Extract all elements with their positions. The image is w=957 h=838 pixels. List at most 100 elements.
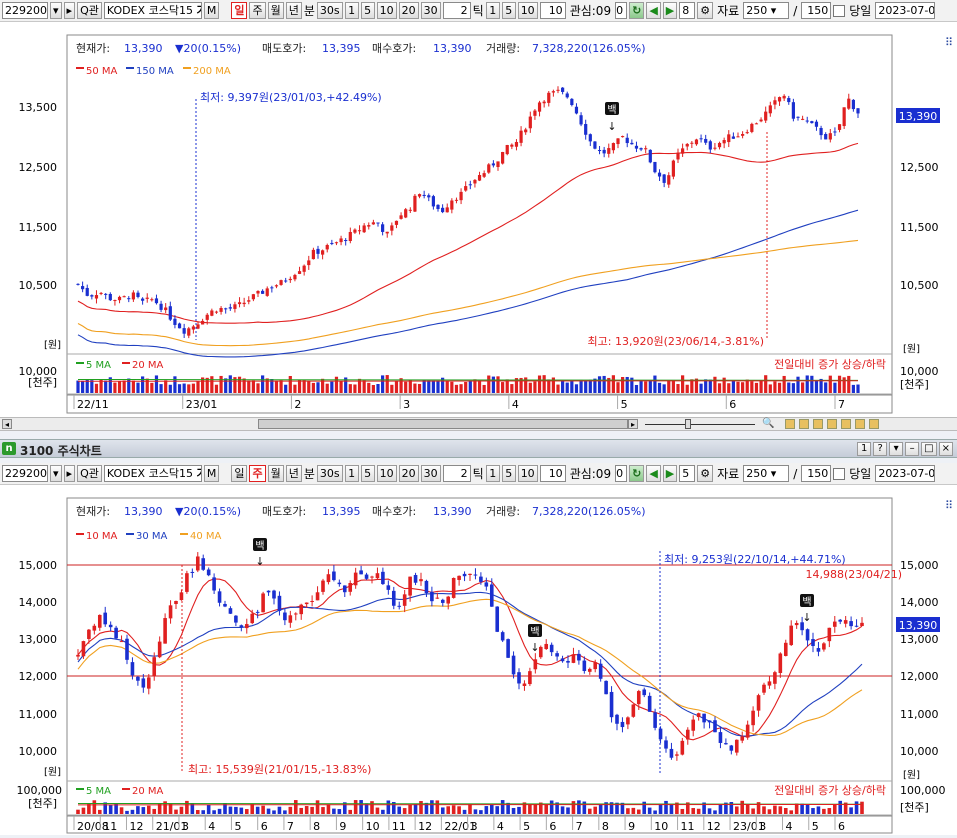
stock-name-field[interactable]: KODEX 코스닥15 기 (104, 2, 202, 19)
min-10-button[interactable]: 10 (377, 2, 397, 19)
volume-bar (376, 808, 380, 814)
volume-bar (279, 380, 282, 393)
dropdown-arrow-icon[interactable]: ▾ (50, 2, 62, 19)
min-30-button[interactable]: 30 (421, 2, 441, 19)
dropdown-arrow-icon[interactable]: ▾ (50, 465, 62, 482)
ytick-label: 10,500 (19, 279, 58, 292)
gap-input[interactable]: 10 (540, 465, 566, 482)
help-button[interactable]: ? (873, 442, 887, 456)
min-20-button[interactable]: 20 (399, 465, 419, 482)
candle-body (146, 298, 149, 299)
min-30s-button[interactable]: 30s (317, 2, 343, 19)
next-button[interactable]: ▶ (663, 465, 677, 482)
tool-icon[interactable] (813, 419, 823, 429)
chart-options-icon[interactable]: ⠿ (945, 499, 953, 512)
step-input[interactable]: 8 (679, 2, 695, 19)
watchlist-value[interactable]: 0 (615, 2, 627, 19)
tick-10-button[interactable]: 10 (518, 2, 538, 19)
volume-bar (649, 381, 652, 393)
period-year-button[interactable]: 년 (286, 465, 302, 482)
prev-button[interactable]: ◀ (646, 465, 660, 482)
chart-options-icon[interactable]: ⠿ (945, 36, 953, 49)
volume-bar (321, 807, 325, 814)
settings-button[interactable]: ⚙ (697, 465, 713, 482)
ytick-label-right: 13,000 (900, 633, 939, 646)
period-year-button[interactable]: 년 (286, 2, 302, 19)
step-input[interactable]: 5 (679, 465, 695, 482)
prev-button[interactable]: ◀ (646, 2, 660, 19)
min-5-button[interactable]: 5 (361, 465, 375, 482)
data-count-select[interactable]: 250 ▾ (743, 2, 789, 19)
min-10-button[interactable]: 10 (377, 465, 397, 482)
period-week-button[interactable]: 주 (249, 2, 265, 19)
candle-body (403, 594, 407, 605)
tool-icon[interactable] (855, 419, 865, 429)
volume-bar (359, 800, 363, 814)
stock-code-field[interactable]: 229200 (2, 2, 48, 19)
chart1-scrollbar[interactable]: ◂ ▸ 🔍 (0, 417, 957, 431)
tick-5-button[interactable]: 5 (502, 2, 516, 19)
min-5-button[interactable]: 5 (361, 2, 375, 19)
m-button[interactable]: M (204, 465, 220, 482)
min-1-button[interactable]: 1 (345, 465, 359, 482)
view-count-input[interactable]: 150 (801, 2, 831, 19)
ytick-label-right: 11,500 (900, 221, 939, 234)
period-week-button[interactable]: 주 (249, 465, 265, 482)
min-1-button[interactable]: 1 (345, 2, 359, 19)
play-icon[interactable]: ▸ (64, 2, 76, 19)
tool-icon[interactable] (785, 419, 795, 429)
period-month-button[interactable]: 월 (268, 2, 284, 19)
candle-body (95, 295, 98, 298)
tick-input[interactable]: 2 (443, 465, 471, 482)
tick-1-button[interactable]: 1 (486, 465, 500, 482)
maximize-button[interactable]: □ (921, 442, 936, 456)
refresh-button[interactable]: ↻ (629, 2, 644, 19)
data-count-select[interactable]: 250 ▾ (743, 465, 789, 482)
stock-name-field[interactable]: KODEX 코스닥15 기 (104, 465, 202, 482)
chart2-svg[interactable]: 현재가: 13,390 ▼20(0.15%) 매도호가: 13,395 매수호가… (0, 485, 957, 835)
tool-icon[interactable] (827, 419, 837, 429)
same-day-checkbox[interactable] (833, 468, 845, 480)
window-number-button[interactable]: 1 (857, 442, 871, 456)
same-day-checkbox[interactable] (833, 5, 845, 17)
search-button[interactable]: Q관 (77, 2, 102, 19)
zoom-icon[interactable]: 🔍 (762, 418, 774, 429)
period-day-button[interactable]: 일 (231, 2, 247, 19)
candle-body (339, 238, 342, 242)
scroll-right-icon[interactable]: ▸ (628, 419, 638, 429)
period-day-button[interactable]: 일 (231, 465, 247, 482)
close-button[interactable]: × (939, 442, 953, 456)
search-button[interactable]: Q관 (77, 465, 102, 482)
scroll-thumb[interactable] (258, 419, 628, 429)
scroll-left-icon[interactable]: ◂ (2, 419, 12, 429)
tool-icon[interactable] (841, 419, 851, 429)
minimize-button[interactable]: – (905, 442, 919, 456)
min-20-button[interactable]: 20 (399, 2, 419, 19)
tool-icon[interactable] (869, 419, 879, 429)
zoom-slider-handle[interactable] (685, 419, 691, 429)
tick-1-button[interactable]: 1 (486, 2, 500, 19)
candle-body (583, 661, 587, 671)
min-30s-button[interactable]: 30s (317, 465, 343, 482)
menu-button[interactable]: ▾ (889, 442, 903, 456)
chart1-svg[interactable]: 현재가: 13,390 ▼20(0.15%) 매도호가: 13,395 매수호가… (0, 22, 957, 417)
refresh-icon: ↻ (632, 4, 641, 17)
play-icon[interactable]: ▸ (64, 465, 76, 482)
zoom-slider[interactable] (645, 424, 755, 425)
date-field[interactable]: 2023-07-0 (875, 465, 935, 482)
gap-input[interactable]: 10 (540, 2, 566, 19)
min-30-button[interactable]: 30 (421, 465, 441, 482)
stock-code-field[interactable]: 229200 (2, 465, 48, 482)
settings-button[interactable]: ⚙ (697, 2, 713, 19)
m-button[interactable]: M (204, 2, 220, 19)
tool-icon[interactable] (799, 419, 809, 429)
tick-5-button[interactable]: 5 (502, 465, 516, 482)
next-button[interactable]: ▶ (663, 2, 677, 19)
refresh-button[interactable]: ↻ (629, 465, 644, 482)
date-field[interactable]: 2023-07-0 (875, 2, 935, 19)
period-month-button[interactable]: 월 (268, 465, 284, 482)
view-count-input[interactable]: 150 (801, 465, 831, 482)
tick-10-button[interactable]: 10 (518, 465, 538, 482)
tick-input[interactable]: 2 (443, 2, 471, 19)
watchlist-value[interactable]: 0 (615, 465, 627, 482)
